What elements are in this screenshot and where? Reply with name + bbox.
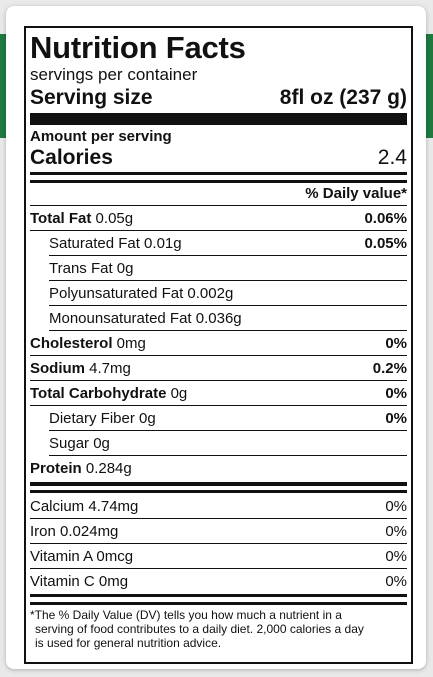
nutrient-name: Sodium <box>30 359 85 377</box>
vitamin-row-vitamin-a: Vitamin A 0mcg 0% <box>30 544 407 569</box>
footnote-line: serving of food contributes to a daily d… <box>35 622 364 636</box>
nutrient-name: Total Fat <box>30 209 92 227</box>
nutrient-name: Cholesterol <box>30 334 113 352</box>
daily-value-header: % Daily value* <box>30 183 407 206</box>
nutrient-row-polyunsaturated-fat: Polyunsaturated Fat 0.002g <box>49 281 407 306</box>
vitamin-daily-value: 0% <box>385 497 407 515</box>
nutrient-amount: 0.284g <box>81 460 132 477</box>
calories-row: Calories 2.4 <box>30 146 407 170</box>
daily-value-footnote: *The % Daily Value (DV) tells you how mu… <box>30 605 407 650</box>
nutrient-amount: 0mg <box>112 334 146 352</box>
nutrient-daily-value: 0% <box>385 334 407 352</box>
calories-label: Calories <box>30 146 113 169</box>
nutrient-daily-value: 0% <box>385 384 407 402</box>
nutrient-amount: 0g <box>166 384 188 402</box>
nutrient-amount: 0.01g <box>139 234 182 252</box>
vitamin-daily-value: 0% <box>385 522 407 540</box>
nutrient-amount: 0g <box>89 434 110 452</box>
green-accent-right <box>425 34 433 138</box>
vitamin-row-iron: Iron 0.024mg 0% <box>30 519 407 544</box>
nutrient-row-sodium: Sodium 4.7mg 0.2% <box>30 356 407 381</box>
vitamin-name: Iron <box>30 522 56 540</box>
vitamins-divider <box>30 482 407 493</box>
vitamin-amount: 0mcg <box>92 547 134 565</box>
thick-divider <box>30 113 407 125</box>
nutrient-row-total-carbohydrate: Total Carbohydrate 0g 0% <box>30 381 407 406</box>
vitamin-amount: 0mg <box>94 573 129 590</box>
nutrient-name: Trans Fat <box>49 259 113 277</box>
calories-value: 2.4 <box>377 146 407 169</box>
vitamin-row-calcium: Calcium 4.74mg 0% <box>30 494 407 519</box>
serving-size-row: Serving size 8fl oz (237 g) <box>30 85 407 110</box>
nutrient-name: Polyunsaturated Fat <box>49 284 184 302</box>
nutrient-daily-value: 0.05% <box>364 234 407 252</box>
serving-size-label: Serving size <box>30 86 153 109</box>
nutrient-row-monounsaturated-fat: Monounsaturated Fat 0.036g <box>49 306 407 331</box>
nutrient-row-total-fat: Total Fat 0.05g 0.06% <box>30 206 407 231</box>
nutrient-daily-value: 0% <box>385 409 407 427</box>
vitamin-row-vitamin-c: Vitamin C 0mg 0% <box>30 569 407 594</box>
amount-per-serving: Amount per serving <box>30 128 172 145</box>
nutrient-daily-value: 0.2% <box>372 359 407 377</box>
nutrient-name: Protein <box>30 460 82 477</box>
nutrient-row-saturated-fat: Saturated Fat 0.01g 0.05% <box>49 231 407 256</box>
nutrient-row-trans-fat: Trans Fat 0g <box>49 256 407 281</box>
nutrient-amount: 0g <box>112 259 134 277</box>
vitamin-name: Vitamin A <box>30 547 93 565</box>
footnote-line: *The % Daily Value (DV) tells you how mu… <box>30 608 342 622</box>
footnote-line: is used for general nutrition advice. <box>35 636 222 650</box>
vitamin-daily-value: 0% <box>385 547 407 565</box>
nutrition-facts-label: Nutrition Facts servings per container S… <box>24 26 413 664</box>
serving-size-value: 8fl oz (237 g) <box>279 86 407 109</box>
nutrient-row-dietary-fiber: Dietary Fiber 0g 0% <box>49 406 407 431</box>
nutrition-card: Nutrition Facts servings per container S… <box>6 6 426 669</box>
nutrient-amount: 0.036g <box>191 309 242 327</box>
vitamin-amount: 4.74mg <box>84 497 139 515</box>
nutrient-name: Monounsaturated Fat <box>49 309 192 327</box>
nutrient-name: Saturated Fat <box>49 234 140 252</box>
nutrient-amount: 0.002g <box>183 284 234 302</box>
nutrient-name: Total Carbohydrate <box>30 384 167 402</box>
double-divider <box>30 172 407 183</box>
label-title: Nutrition Facts <box>30 30 246 65</box>
vitamin-name: Vitamin C <box>30 573 95 590</box>
nutrient-name: Dietary Fiber <box>49 409 135 427</box>
vitamin-daily-value: 0% <box>385 573 407 590</box>
nutrient-amount: 0g <box>134 409 156 427</box>
nutrient-daily-value: 0.06% <box>364 209 407 227</box>
nutrient-row-cholesterol: Cholesterol 0mg 0% <box>30 331 407 356</box>
nutrient-row-protein: Protein 0.284g <box>30 456 407 481</box>
nutrient-name: Sugar <box>49 434 90 452</box>
green-accent-left <box>0 34 8 138</box>
vitamin-amount: 0.024mg <box>55 522 119 540</box>
nutrient-amount: 0.05g <box>91 209 134 227</box>
nutrient-amount: 4.7mg <box>85 359 131 377</box>
footnote-divider <box>30 594 407 605</box>
vitamin-name: Calcium <box>30 497 85 515</box>
nutrient-row-sugar: Sugar 0g <box>49 431 407 456</box>
servings-per-container: servings per container <box>30 65 198 84</box>
